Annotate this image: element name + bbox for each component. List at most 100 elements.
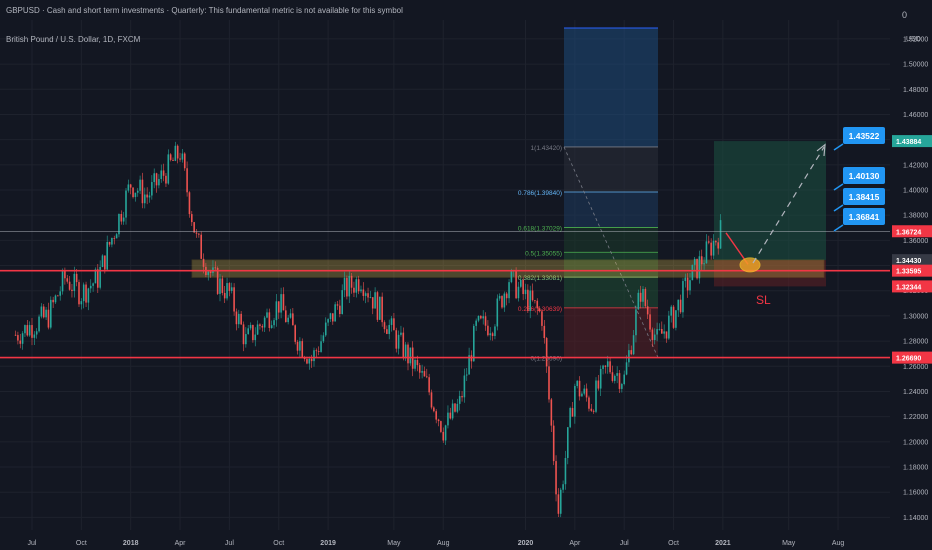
candle-body xyxy=(296,341,299,351)
candle-body xyxy=(341,290,343,315)
candle-body xyxy=(555,461,557,495)
y-tick-label: 1.28000 xyxy=(903,339,928,346)
candle-body xyxy=(285,310,287,323)
candle-body xyxy=(99,266,101,288)
candle-body xyxy=(461,396,463,398)
candle-body xyxy=(562,484,564,490)
x-tick-label: Apr xyxy=(175,540,187,547)
candle-body xyxy=(45,309,47,318)
candle-body xyxy=(498,296,501,299)
candle-body xyxy=(454,403,456,412)
candle-body xyxy=(313,350,315,362)
candle-body xyxy=(275,301,278,321)
candle-body xyxy=(426,376,428,378)
time-axis: Jul Oct 2018 Apr Jul Oct 2019 May Aug 2020 Apr Jul O… xyxy=(28,540,845,547)
fib-band xyxy=(564,252,658,278)
price-badge xyxy=(892,225,932,238)
candle-body xyxy=(28,325,31,336)
candle-body xyxy=(557,494,560,514)
candle-body xyxy=(61,270,64,292)
target-callout-pointer xyxy=(833,143,844,151)
candle-body xyxy=(473,325,475,362)
candle-body xyxy=(125,190,127,218)
candle-body xyxy=(552,425,555,462)
candle-body xyxy=(520,279,522,287)
y-tick-label: 1.30000 xyxy=(903,313,928,320)
candle-body xyxy=(402,332,405,359)
candle-body xyxy=(646,306,649,315)
candle-body xyxy=(456,403,459,412)
x-tick-label: Jul xyxy=(225,540,234,547)
candle-body xyxy=(320,341,322,352)
projection-arrowhead xyxy=(816,143,826,157)
candle-body xyxy=(696,258,698,279)
candle-body xyxy=(346,277,348,297)
candle-body xyxy=(581,393,583,397)
candle-body xyxy=(52,299,54,303)
candle-body xyxy=(489,333,492,336)
target-callout-value: 1.43522 xyxy=(849,131,880,141)
candle-body xyxy=(658,329,661,330)
candle-body xyxy=(292,313,294,326)
candle-body xyxy=(383,322,386,330)
target-callout-box xyxy=(843,167,885,184)
y-tick-label: 1.14000 xyxy=(903,515,928,522)
candle-body xyxy=(207,271,210,276)
candle-body xyxy=(703,263,705,265)
candle-body xyxy=(268,312,271,328)
candle-body xyxy=(583,388,586,394)
candle-body xyxy=(708,241,710,243)
candle-body xyxy=(50,299,52,328)
x-tick-label: Aug xyxy=(437,540,450,547)
candle-body xyxy=(317,351,320,352)
target-callout-value: 1.38415 xyxy=(849,192,880,202)
candle-body xyxy=(198,233,200,235)
candle-body xyxy=(315,350,318,352)
candle-body xyxy=(310,358,313,362)
candle-body xyxy=(705,241,708,264)
candle-body xyxy=(442,431,445,441)
candle-body xyxy=(329,313,332,320)
candle-body xyxy=(80,301,83,305)
candle-body xyxy=(146,194,148,198)
candle-body xyxy=(653,334,656,341)
candle-body xyxy=(559,489,562,514)
candle-body xyxy=(324,322,327,336)
candle-body xyxy=(585,388,588,398)
candle-body xyxy=(87,288,90,303)
candle-body xyxy=(668,315,670,339)
candle-body xyxy=(588,397,590,409)
candle-body xyxy=(216,267,219,294)
candle-body xyxy=(19,340,22,344)
candle-body xyxy=(139,179,141,191)
candle-body xyxy=(661,329,663,334)
candle-body xyxy=(571,408,574,417)
candle-body xyxy=(289,313,292,318)
price-badge xyxy=(892,135,932,148)
x-tick-label: Apr xyxy=(569,540,581,547)
fib-level-label: 0.618(1.37029) xyxy=(518,225,562,232)
candle-body xyxy=(665,331,668,339)
candle-body xyxy=(691,264,694,281)
candle-body xyxy=(97,269,99,288)
candle-body xyxy=(611,372,614,381)
fib-band xyxy=(564,146,658,193)
candle-body xyxy=(362,289,365,296)
candle-body xyxy=(491,333,494,336)
y-tick-label: 1.26000 xyxy=(903,364,928,371)
candle-body xyxy=(24,325,26,334)
candle-body xyxy=(249,324,252,329)
candle-body xyxy=(233,287,235,312)
candle-body xyxy=(630,350,633,355)
candle-body xyxy=(136,190,139,193)
candle-body xyxy=(141,179,144,204)
candle-body xyxy=(416,359,419,366)
candle-body xyxy=(122,217,125,222)
candle-body xyxy=(14,334,17,336)
candle-body xyxy=(529,290,531,311)
y-tick-label: 1.42000 xyxy=(903,162,928,169)
candle-body xyxy=(336,304,339,306)
candle-body xyxy=(618,373,621,389)
candle-body xyxy=(134,192,137,198)
